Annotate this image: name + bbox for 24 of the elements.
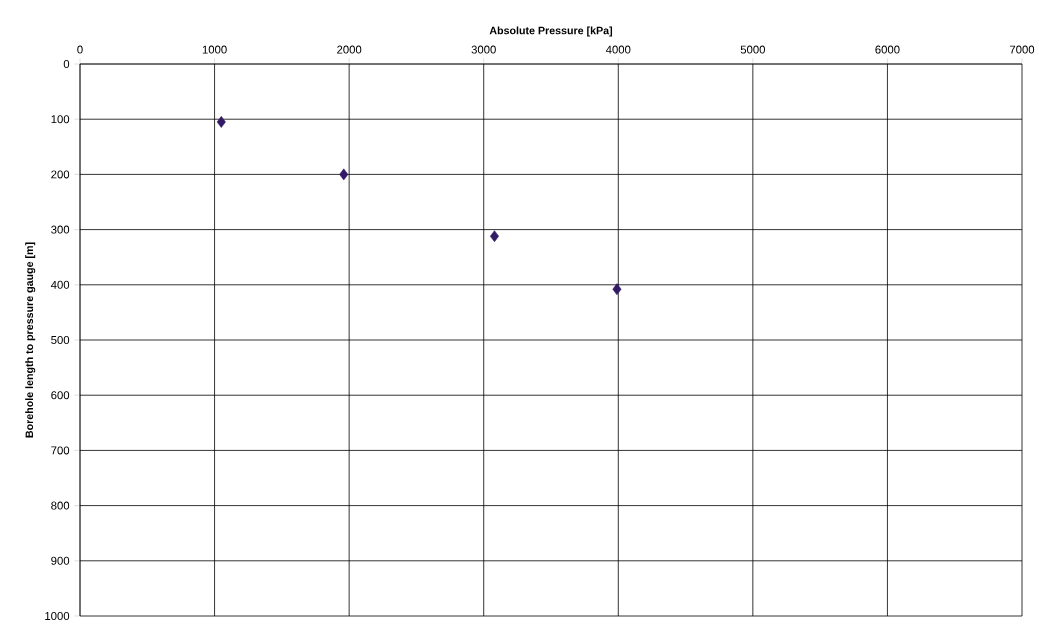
x-tick-label: 3000 bbox=[471, 45, 496, 54]
y-tick-label: 300 bbox=[51, 225, 70, 234]
x-tick-label: 5000 bbox=[740, 45, 766, 54]
y-tick-label: 400 bbox=[50, 280, 70, 289]
y-tick-label: 900 bbox=[51, 556, 70, 565]
x-tick-label: 0 bbox=[77, 45, 83, 54]
y-tick-label: 600 bbox=[51, 391, 70, 400]
point bbox=[216, 116, 226, 128]
x-tick-label: 1000 bbox=[202, 45, 227, 54]
x-tick-label: 4000 bbox=[605, 45, 631, 54]
y-tick-label: 700 bbox=[51, 446, 70, 455]
y-tick-label: 1000 bbox=[45, 612, 70, 621]
x-tick-label: 7000 bbox=[1009, 45, 1035, 54]
y-tick-label: 800 bbox=[51, 501, 70, 510]
y-tick-label: 0 bbox=[63, 60, 70, 69]
y-axis-title: Borehole length to pressure gauge [m] bbox=[25, 242, 36, 438]
y-tick-label: 100 bbox=[51, 115, 70, 124]
x-axis-title: Absolute Pressure [kPa] bbox=[489, 26, 613, 37]
x-tick-label: 2000 bbox=[337, 45, 362, 54]
y-tick-label: 200 bbox=[51, 170, 70, 179]
y-tick-label: 500 bbox=[51, 336, 70, 345]
point bbox=[339, 168, 349, 181]
x-tick-label: 6000 bbox=[875, 45, 900, 54]
point bbox=[612, 283, 622, 296]
